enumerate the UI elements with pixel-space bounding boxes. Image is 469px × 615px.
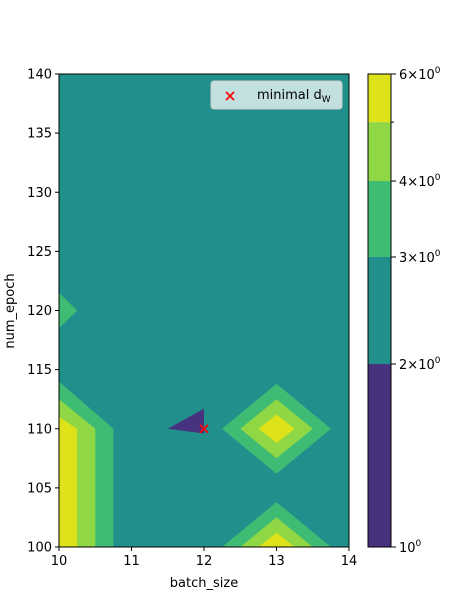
colorbar-ticks: 100 2×100 3×100 4×100 6×100: [391, 66, 441, 556]
x-tick-label-3: 13: [268, 554, 285, 569]
legend-marker: [225, 91, 235, 101]
x-axis-label: batch_size: [170, 576, 238, 591]
contour-region-10: [258, 532, 295, 547]
colorbar-frame: [367, 73, 392, 548]
y-tick-label-2: 110: [27, 422, 52, 437]
y-tick-label-8: 140: [27, 68, 52, 83]
y-tick-label-3: 115: [27, 363, 52, 378]
y-axis: 100 105 110 115 120 125 130 135 140: [27, 68, 59, 556]
colorbar-band-4: [368, 74, 391, 123]
colorbar-band-1: [368, 256, 391, 365]
x-axis: 10 11 12 13 14: [51, 547, 358, 569]
plot-area: [58, 73, 350, 548]
x-tick-label-4: 14: [341, 554, 358, 569]
legend-label: minimal dW: [257, 88, 331, 105]
colorbar: 100 2×100 3×100 4×100 6×100: [367, 66, 441, 556]
contour-region-7: [258, 414, 295, 443]
colorbar-tick-label-0: 100: [399, 539, 422, 556]
y-tick-label-7: 135: [27, 127, 52, 142]
y-tick-label-0: 100: [27, 541, 52, 556]
colorbar-tick-label-3: 4×100: [399, 173, 441, 190]
colorbar-tick-label-2: 3×100: [399, 249, 441, 266]
legend: minimal dW: [210, 80, 343, 110]
x-tick-label-2: 12: [196, 554, 213, 569]
minimum-marker: [199, 424, 209, 434]
y-tick-label-1: 105: [27, 481, 52, 496]
y-tick-label-6: 130: [27, 186, 52, 201]
y-axis-label: num_epoch: [3, 273, 18, 348]
x-tick-label-1: 11: [123, 554, 140, 569]
colorbar-band-0: [368, 364, 391, 547]
y-tick-label-4: 120: [27, 304, 52, 319]
minimum-marker-stroke-b: [199, 424, 209, 434]
legend-box: [210, 80, 343, 110]
contour-region-0: [167, 408, 204, 434]
contour-region-4: [59, 416, 78, 547]
colorbar-tick-label-4: 6×100: [399, 66, 441, 83]
colorbar-bands: [368, 74, 391, 547]
contour-region-9: [240, 517, 313, 547]
colorbar-band-3: [368, 122, 391, 182]
colorbar-tick-label-1: 2×100: [399, 356, 441, 373]
contour-regions: [59, 292, 331, 547]
x-tick-label-0: 10: [51, 554, 68, 569]
colorbar-band-2: [368, 181, 391, 257]
contour-region-1: [59, 292, 78, 329]
y-tick-label-5: 125: [27, 245, 52, 260]
